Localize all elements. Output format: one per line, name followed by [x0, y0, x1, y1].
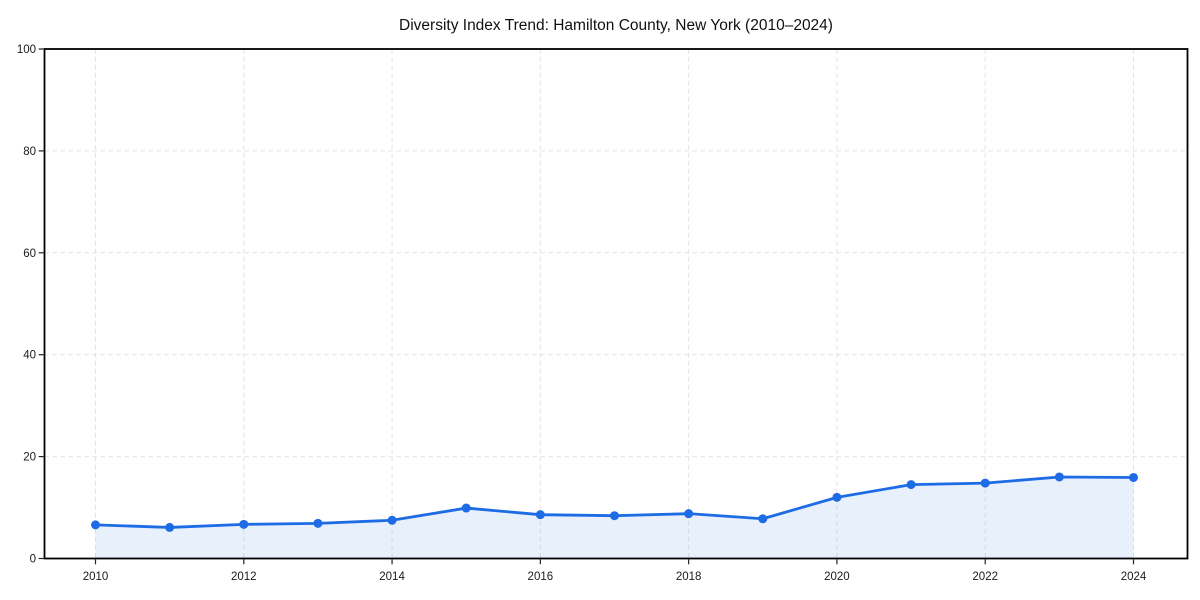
data-point: [1054, 472, 1064, 482]
data-point: [239, 519, 249, 529]
y-tick-label: 100: [17, 44, 36, 56]
data-points: [91, 472, 1138, 532]
data-point: [906, 480, 916, 490]
data-point: [91, 520, 100, 530]
y-tick-label: 0: [30, 554, 36, 566]
x-tick-label: 2014: [379, 571, 405, 583]
y-tick-label: 80: [23, 146, 36, 158]
y-tick-label: 40: [23, 350, 36, 362]
x-tick-label: 2024: [1121, 571, 1147, 583]
data-point: [832, 492, 842, 502]
y-tick-label: 20: [23, 452, 36, 464]
x-tick-label: 2018: [676, 571, 702, 583]
data-point: [313, 518, 323, 528]
plot-area: 2010 2012 2014 2016 2018 2020 2022 2024 0 20 40 60 8…: [17, 44, 1189, 583]
data-point: [684, 509, 694, 519]
plot-border: [43, 48, 1189, 560]
x-tick-label: 2020: [824, 571, 850, 583]
data-point: [461, 503, 471, 513]
data-point: [980, 478, 990, 488]
y-tick-label: 60: [23, 248, 36, 260]
x-axis: 2010 2012 2014 2016 2018 2020 2022 2024: [83, 559, 1147, 583]
data-point: [535, 510, 545, 520]
chart-title: Diversity Index Trend: Hamilton County, …: [399, 17, 833, 34]
data-point: [387, 515, 397, 525]
x-tick-label: 2012: [231, 571, 257, 583]
data-point: [1129, 472, 1138, 482]
x-tick-label: 2016: [528, 571, 554, 583]
x-tick-label: 2010: [83, 571, 109, 583]
y-axis: 0 20 40 60 80 100: [17, 44, 44, 566]
x-tick-label: 2022: [972, 571, 998, 583]
data-point: [758, 514, 768, 524]
data-point: [610, 511, 619, 521]
data-point: [165, 522, 175, 532]
